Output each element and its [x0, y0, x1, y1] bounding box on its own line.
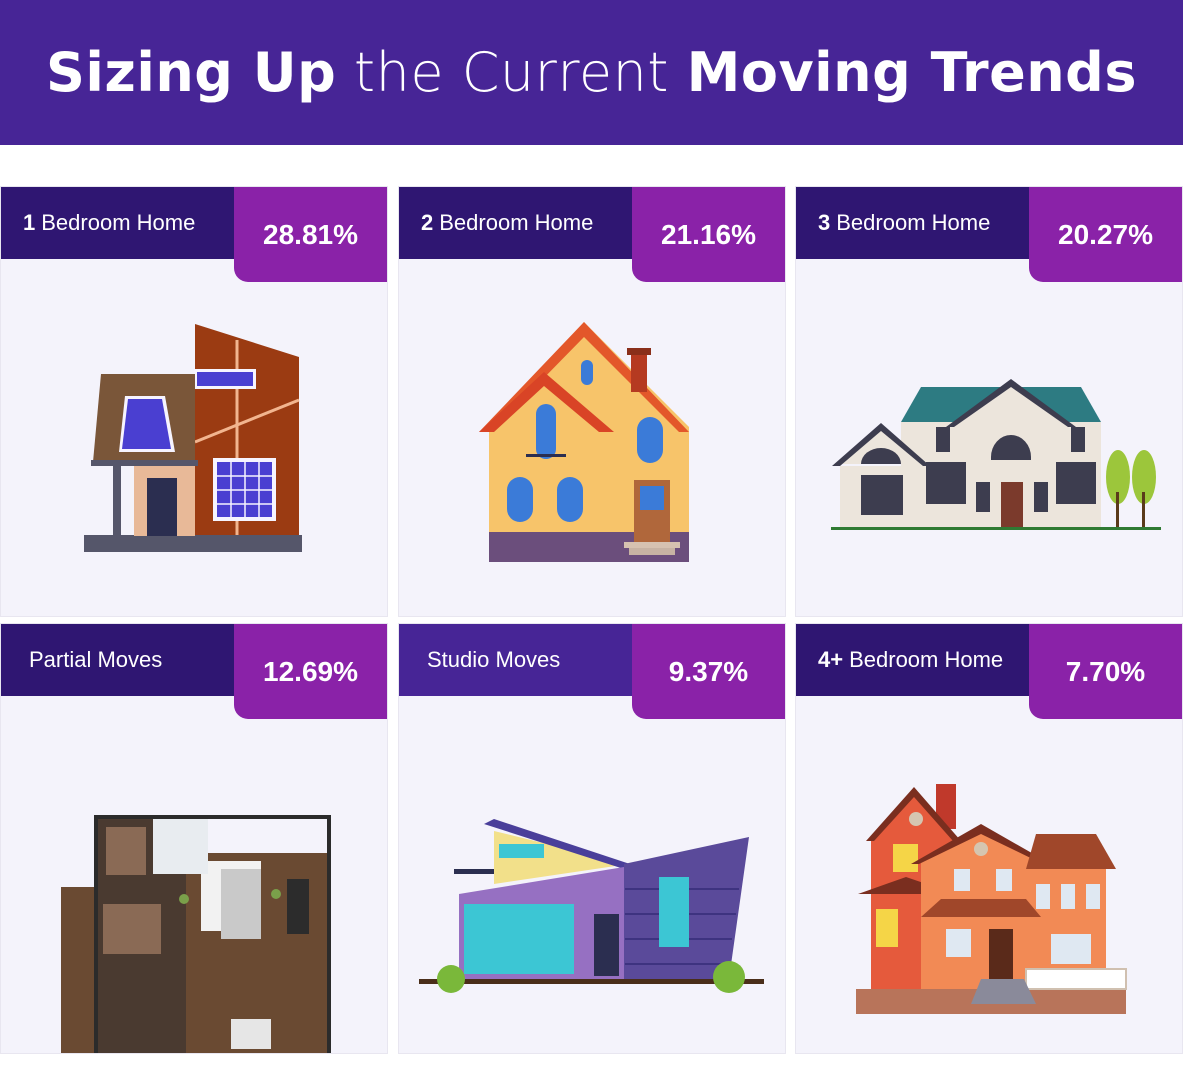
card-label-bar: 2 Bedroom Home: [399, 187, 639, 259]
card-label-bar: 4+ Bedroom Home: [796, 624, 1036, 696]
card-percent: 12.69%: [263, 655, 358, 687]
card-label: Studio Moves: [427, 647, 561, 672]
mansion-house-icon: [796, 282, 1182, 616]
card-label: Partial Moves: [29, 647, 163, 672]
card-label: Bedroom Home: [439, 210, 594, 235]
card-percent: 20.27%: [1058, 218, 1153, 250]
card-label-bar: Partial Moves: [1, 624, 241, 696]
studio-house-icon: [399, 719, 785, 1053]
card-percent-tab: 9.37%: [632, 624, 785, 719]
card-number: 1: [23, 210, 36, 235]
card-percent-tab: 21.16%: [632, 187, 785, 282]
card-1-bedroom-home: 1 Bedroom Home 28.81%: [0, 186, 388, 617]
title-part-3: Moving Trends: [686, 41, 1137, 104]
card-4-plus-bedroom-home: 4+ Bedroom Home 7.70%: [795, 623, 1183, 1054]
card-label-bar: Studio Moves: [399, 624, 639, 696]
card-percent: 28.81%: [263, 218, 358, 250]
card-label-bar: 1 Bedroom Home: [1, 187, 241, 259]
card-number: 4+: [818, 647, 844, 672]
card-percent: 21.16%: [661, 218, 756, 250]
card-label: Bedroom Home: [41, 210, 196, 235]
card-label: Bedroom Home: [836, 210, 991, 235]
large-brick-house-icon: [796, 719, 1182, 1053]
title-part-1: Sizing Up: [46, 41, 337, 104]
card-percent-tab: 20.27%: [1029, 187, 1182, 282]
card-percent: 9.37%: [668, 655, 749, 687]
title-part-2: the Current: [336, 41, 687, 104]
cottage-house-icon: [399, 282, 785, 616]
card-partial-moves: Partial Moves 12.69%: [0, 623, 388, 1054]
card-percent: 7.70%: [1065, 655, 1146, 687]
card-3-bedroom-home: 3 Bedroom Home 20.27%: [795, 186, 1183, 617]
card-studio-moves: Studio Moves 9.37%: [398, 623, 786, 1054]
card-percent-tab: 7.70%: [1029, 624, 1182, 719]
card-number: 2: [421, 210, 434, 235]
header-banner: Sizing Up the Current Moving Trends: [0, 0, 1183, 145]
card-label-bar: 3 Bedroom Home: [796, 187, 1036, 259]
card-number: 3: [818, 210, 831, 235]
card-percent-tab: 28.81%: [234, 187, 387, 282]
modern-house-icon: [1, 282, 387, 616]
card-label: Bedroom Home: [849, 647, 1004, 672]
page-title: Sizing Up the Current Moving Trends: [46, 41, 1137, 104]
card-percent-tab: 12.69%: [234, 624, 387, 719]
card-2-bedroom-home: 2 Bedroom Home 21.16%: [398, 186, 786, 617]
floor-plan-icon: [1, 719, 387, 1053]
